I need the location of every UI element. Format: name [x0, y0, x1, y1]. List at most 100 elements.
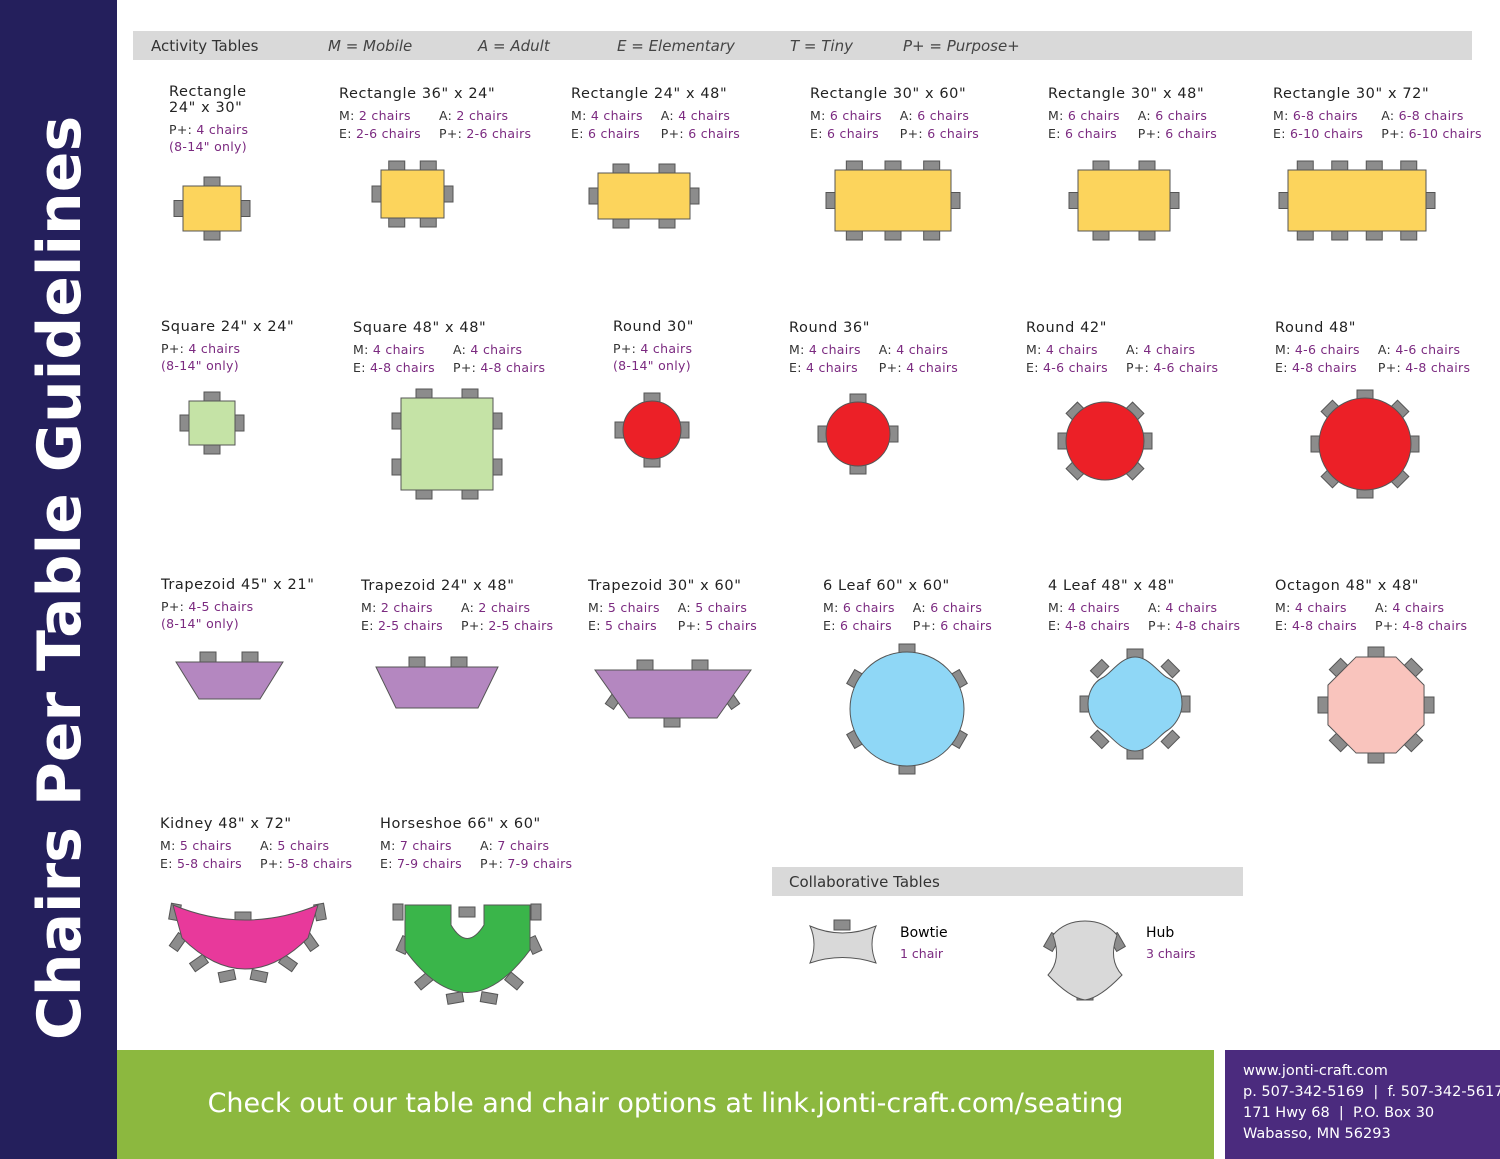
table-info: Trapezoid 30" x 60" M: 5 chairs A: 5 chair… [588, 578, 757, 633]
table-top [594, 669, 752, 719]
chair-list: P+: 4-5 chairs [161, 599, 314, 614]
chair [1160, 658, 1181, 679]
item-label: A: [452, 342, 467, 357]
chair-list: M: 5 chairs A: 5 chairs E: 5-8 chairs P+: 5… [160, 838, 352, 871]
item-value: 5-8 chairs [287, 856, 353, 871]
table-name: Square 24" x 24" [161, 319, 295, 335]
item-value: 4 chairs [640, 341, 693, 356]
chair-item: P+: 6 chairs [913, 618, 992, 633]
table-name: Trapezoid 24" x 48" [361, 578, 515, 594]
item-label: P+: [1374, 618, 1399, 633]
chair-item: P+: 6-10 chairs [1381, 126, 1482, 141]
item-value: 4 chairs [1045, 342, 1098, 357]
chair-item: M: 2 chairs [361, 600, 443, 615]
table-name: Rectangle 36" x 24" [339, 86, 496, 102]
chair-item: A: 5 chairs [678, 600, 757, 615]
chair-item: M: 4 chairs [1275, 600, 1357, 615]
chair [1089, 729, 1110, 750]
item-label: A: [460, 600, 475, 615]
chair-item: A: 4 chairs [879, 342, 958, 357]
table-name: Rectangle 30" x 60" [810, 86, 967, 102]
chair-item: P+: 2-5 chairs [461, 618, 553, 633]
table-top [622, 400, 682, 460]
item-value: 5-8 chairs [177, 856, 242, 871]
header-bar: Activity Tables M = Mobile A = Adult E = E… [133, 31, 1472, 60]
item-label: P+: [1377, 360, 1401, 375]
chair-list: M: 4 chairs A: 4 chairs E: 4-6 chairs P+: 4… [1026, 342, 1218, 375]
table-name: Trapezoid 45" x 21" [161, 577, 315, 593]
table-top [188, 400, 236, 446]
chair-item: P+: 6 chairs [900, 126, 979, 141]
table-name: Round 48" [1275, 320, 1357, 336]
item-value: 6 chairs [927, 126, 980, 141]
chair-item: M: 6 chairs [823, 600, 895, 615]
table-top [380, 169, 445, 219]
item-label: M: [789, 342, 805, 357]
table-top [375, 666, 499, 709]
collab-info: Hub 3 chairs [1146, 925, 1196, 961]
chair-list: M: 2 chairs A: 2 chairs E: 2-5 chairs P+: 2… [361, 600, 553, 633]
table-note: (8-14" only) [161, 616, 239, 631]
item-value: 4-6 chairs [1294, 342, 1360, 357]
item-label: P+: [438, 126, 463, 141]
chair [217, 968, 237, 984]
item-value: 4-8 chairs [1405, 360, 1471, 375]
item-label: P+: [899, 126, 923, 141]
item-label: M: [1048, 600, 1064, 615]
chair-list: M: 6 chairs A: 6 chairs E: 6 chairs P+: 6 c… [810, 108, 979, 141]
item-value: 6 chairs [1155, 108, 1208, 123]
item-value: 2-5 chairs [488, 618, 554, 633]
chair-item: P+: 4-6 chairs [1126, 360, 1218, 375]
item-label: M: [1048, 108, 1064, 123]
chair [445, 991, 465, 1005]
chair-list: M: 4 chairs A: 4 chairs E: 6 chairs P+: 6 c… [571, 108, 740, 141]
table-name: Square 48" x 48" [353, 320, 487, 336]
collab-bar: Collaborative Tables [772, 867, 1243, 896]
item-value: 6 chairs [827, 126, 879, 141]
table-top [1287, 169, 1427, 232]
chair-item: A: 4-6 chairs [1378, 342, 1470, 357]
item-label: E: [1048, 126, 1061, 141]
item-label: P+: [452, 360, 477, 375]
table-info: Round 42" M: 4 chairs A: 4 chairs E: 4-6 ch… [1026, 320, 1218, 375]
table-name: Rectangle 24" x 48" [571, 86, 728, 102]
table-name: Rectangle 30" x 72" [1273, 86, 1430, 102]
chair-item: A: 4 chairs [1148, 600, 1240, 615]
item-value: 5 chairs [277, 838, 330, 853]
item-label: E: [588, 618, 601, 633]
item-value: 4-6 chairs [1395, 342, 1461, 357]
item-value: 6-10 chairs [1290, 126, 1364, 141]
chair-item: P+: 4 chairs [169, 122, 259, 137]
table-info: 4 Leaf 48" x 48" M: 4 chairs A: 4 chairs E:… [1048, 578, 1240, 633]
item-label: E: [353, 360, 366, 375]
item-label: M: [823, 600, 839, 615]
chair-item: M: 4 chairs [1048, 600, 1130, 615]
table-top [1077, 169, 1171, 232]
chair [1367, 752, 1385, 764]
item-value: 5 chairs [607, 600, 660, 615]
chair-item: P+: 2-6 chairs [439, 126, 531, 141]
table-note: (8-14" only) [169, 139, 247, 154]
chair [408, 656, 426, 668]
chair [833, 919, 851, 931]
item-label: M: [1026, 342, 1042, 357]
item-label: M: [160, 838, 176, 853]
item-value: 6-10 chairs [1408, 126, 1482, 141]
item-value: 4-6 chairs [1043, 360, 1108, 375]
item-label: A: [899, 108, 913, 123]
item-value: 4 chairs [188, 341, 241, 356]
item-label: M: [361, 600, 377, 615]
chair-item: M: 4-6 chairs [1275, 342, 1360, 357]
item-value: 6 chairs [688, 126, 741, 141]
chair-item: E: 6-10 chairs [1273, 126, 1363, 141]
chair-item: E: 4-8 chairs [1048, 618, 1130, 633]
item-label: P+: [169, 122, 193, 137]
chair-item: M: 5 chairs [588, 600, 660, 615]
item-label: P+: [479, 856, 504, 871]
item-label: P+: [460, 618, 485, 633]
footer-cta: Check out our table and chair options at… [207, 1088, 1124, 1119]
item-label: A: [438, 108, 453, 123]
item-label: A: [1125, 342, 1140, 357]
item-label: A: [1381, 108, 1395, 123]
